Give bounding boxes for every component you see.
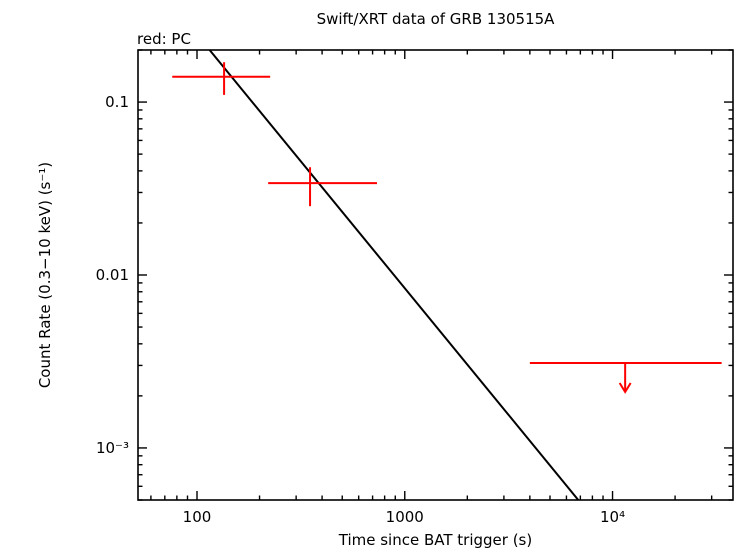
y-tick-label: 0.1 <box>105 93 129 111</box>
fit-line <box>208 49 580 501</box>
plot-frame <box>137 49 734 501</box>
x-axis-label: Time since BAT trigger (s) <box>338 531 533 549</box>
x-tick-label: 10⁴ <box>600 508 625 526</box>
x-tick-label: 1000 <box>386 508 424 526</box>
y-tick-label: 0.01 <box>96 266 129 284</box>
y-axis-label: Count Rate (0.3−10 keV) (s⁻¹) <box>36 161 54 389</box>
data-point <box>172 62 271 95</box>
axis-ticks <box>138 49 733 501</box>
data-point <box>268 167 377 207</box>
series-pc <box>172 62 722 394</box>
x-tick-label: 100 <box>183 508 212 526</box>
tick-labels: 100 1000 10⁴ 10⁻³ 0.01 0.1 <box>96 93 626 526</box>
chart-title: Swift/XRT data of GRB 130515A <box>316 10 555 28</box>
mode-label: red: PC <box>137 30 191 48</box>
upper-limit-point <box>529 361 722 394</box>
y-tick-label: 10⁻³ <box>96 439 129 457</box>
down-arrow-icon <box>618 382 632 394</box>
